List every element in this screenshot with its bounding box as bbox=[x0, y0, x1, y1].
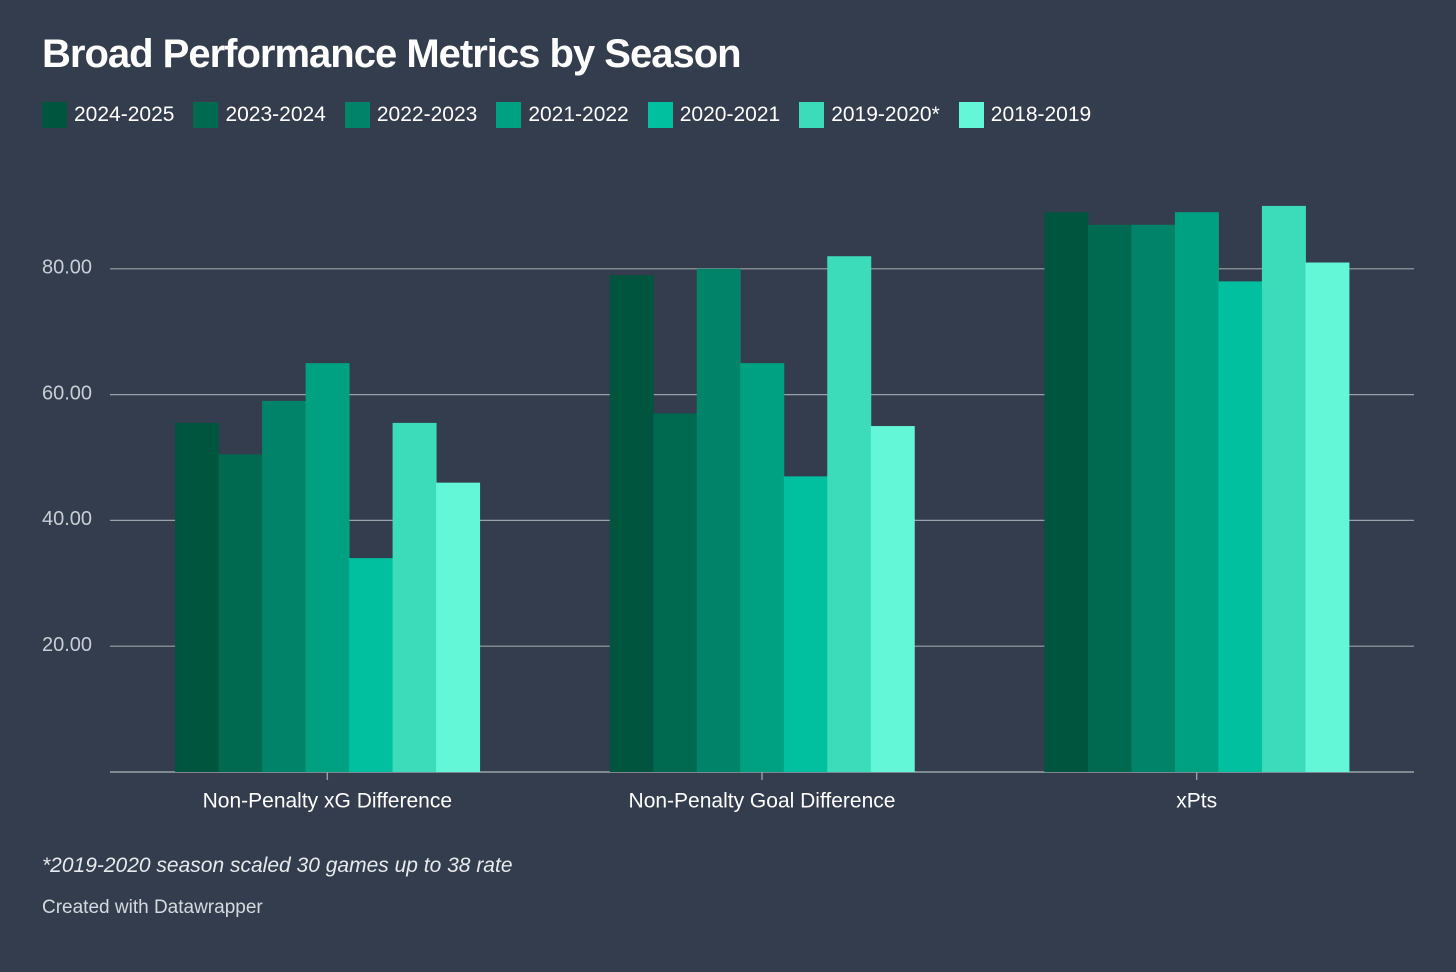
legend-item: 2019-2020* bbox=[799, 102, 940, 128]
y-tick-label: 60.00 bbox=[42, 382, 92, 404]
legend-item: 2024-2025 bbox=[42, 102, 174, 128]
y-tick-label: 20.00 bbox=[42, 634, 92, 656]
bar bbox=[175, 422, 220, 772]
bar bbox=[349, 558, 394, 772]
legend-label: 2022-2023 bbox=[376, 103, 478, 126]
legend-label: 2021-2022 bbox=[528, 103, 629, 126]
bar bbox=[827, 256, 872, 773]
footnote: *2019-2020 season scaled 30 games up to … bbox=[42, 854, 513, 877]
bar bbox=[609, 275, 654, 772]
legend-swatch bbox=[344, 102, 370, 128]
legend-item: 2018-2019 bbox=[958, 102, 1092, 128]
bar bbox=[1174, 212, 1219, 772]
bar bbox=[740, 363, 785, 772]
legend-label: 2023-2024 bbox=[225, 103, 326, 126]
legend-swatch bbox=[496, 102, 522, 128]
x-category-label: Non-Penalty Goal Difference bbox=[629, 790, 896, 813]
legend-label: 2024-2025 bbox=[74, 103, 175, 126]
legend-swatch bbox=[799, 102, 825, 128]
legend-swatch bbox=[647, 102, 673, 128]
legend-label: 2018-2019 bbox=[990, 103, 1092, 126]
legend-label: 2020-2021 bbox=[679, 103, 781, 126]
legend-swatch bbox=[42, 102, 67, 128]
y-tick-label: 80.00 bbox=[42, 257, 92, 279]
bar bbox=[218, 454, 263, 772]
legend-item: 2023-2024 bbox=[193, 102, 326, 128]
bar bbox=[1261, 205, 1306, 772]
bar bbox=[696, 268, 741, 772]
credit-line: Created with Datawrapper bbox=[42, 897, 263, 918]
bar bbox=[1131, 224, 1176, 772]
legend-item: 2022-2023 bbox=[344, 102, 478, 128]
bar bbox=[1218, 281, 1263, 772]
x-category-label: xPts bbox=[1176, 790, 1217, 813]
bar bbox=[1087, 224, 1132, 772]
legend-swatch bbox=[958, 102, 984, 128]
bar bbox=[1305, 262, 1350, 772]
bar bbox=[653, 413, 698, 772]
legend-item: 2021-2022 bbox=[496, 102, 629, 128]
chart-title: Broad Performance Metrics by Season bbox=[42, 32, 742, 76]
bar bbox=[870, 426, 915, 772]
y-tick-label: 40.00 bbox=[42, 508, 92, 530]
bar bbox=[392, 422, 437, 772]
bar bbox=[262, 400, 307, 772]
bar bbox=[1044, 212, 1089, 772]
legend-label: 2019-2020* bbox=[831, 103, 940, 126]
legend-swatch bbox=[193, 102, 219, 128]
bar bbox=[305, 363, 350, 772]
legend: 2024-2025 2023-2024 2022-2023 2021-2022 2020… bbox=[42, 102, 1091, 128]
bar bbox=[783, 476, 828, 772]
x-category-label: Non-Penalty xG Difference bbox=[203, 790, 452, 813]
legend-item: 2020-2021 bbox=[647, 102, 781, 128]
bar bbox=[436, 482, 481, 772]
